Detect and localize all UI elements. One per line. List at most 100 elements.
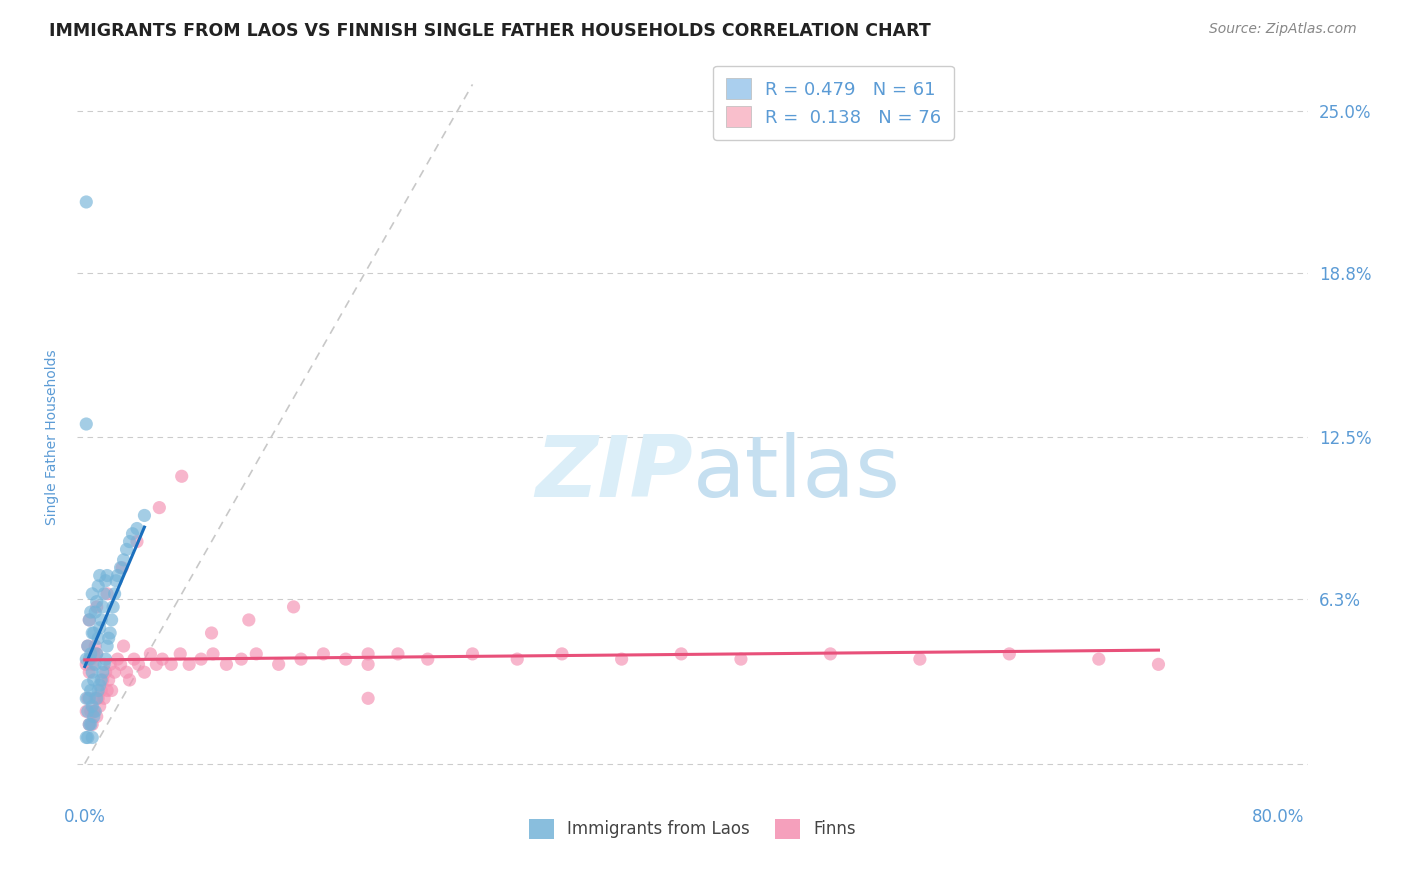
Point [94,665,117,680]
Point [125,534,148,549]
Point [80,652,103,666]
Point [551,647,574,661]
Point [84,705,107,719]
Point [76,639,98,653]
Point [97,632,120,646]
Point [179,657,201,672]
Point [357,691,380,706]
Point [76,705,98,719]
Point [283,599,305,614]
Point [77,652,100,666]
Point [105,574,128,588]
Point [118,534,141,549]
Point [238,613,260,627]
Point [87,683,110,698]
Point [96,568,118,582]
Point [139,647,162,661]
Text: ZIP: ZIP [534,432,693,516]
Point [134,508,156,523]
Point [112,553,135,567]
Point [150,652,173,666]
Point [134,665,156,680]
Point [112,639,135,653]
Point [89,699,111,714]
Point [76,731,98,745]
Point [86,691,108,706]
Point [93,691,115,706]
Point [101,599,124,614]
Point [75,691,97,706]
Point [93,657,115,672]
Point [83,709,105,723]
Point [89,568,111,582]
Point [84,691,107,706]
Point [98,626,121,640]
Point [86,599,108,614]
Point [202,647,225,661]
Point [107,652,129,666]
Point [104,587,127,601]
Point [290,652,312,666]
Point [200,626,222,640]
Point [104,665,127,680]
Point [461,647,484,661]
Point [77,717,100,731]
Point [89,678,111,692]
Point [80,605,103,619]
Point [75,194,97,209]
Point [506,652,529,666]
Y-axis label: Single Father Households: Single Father Households [45,350,59,524]
Point [245,647,267,661]
Point [169,647,191,661]
Point [83,673,105,687]
Point [170,469,193,483]
Point [110,560,132,574]
Point [86,594,108,608]
Point [267,657,290,672]
Point [416,652,439,666]
Point [671,647,693,661]
Point [82,657,104,672]
Point [82,626,104,640]
Point [75,731,97,745]
Point [76,678,98,692]
Point [121,526,143,541]
Point [87,632,110,646]
Point [118,673,141,687]
Point [115,542,138,557]
Point [80,717,103,731]
Point [82,699,104,714]
Point [100,683,122,698]
Point [75,417,97,431]
Point [335,652,357,666]
Point [77,691,100,706]
Point [1088,652,1111,666]
Point [82,587,104,601]
Point [84,605,107,619]
Point [76,639,98,653]
Point [111,560,134,574]
Point [107,568,129,582]
Point [94,574,117,588]
Point [84,639,107,653]
Point [160,657,183,672]
Point [610,652,633,666]
Point [91,599,114,614]
Point [87,579,110,593]
Point [80,647,103,661]
Point [76,691,98,706]
Point [77,613,100,627]
Point [908,652,931,666]
Point [86,647,108,661]
Point [86,647,108,661]
Point [83,647,105,661]
Point [83,626,105,640]
Point [91,673,114,687]
Point [90,673,112,687]
Point [75,705,97,719]
Point [75,657,97,672]
Point [90,613,112,627]
Point [80,683,103,698]
Point [82,717,104,731]
Point [82,731,104,745]
